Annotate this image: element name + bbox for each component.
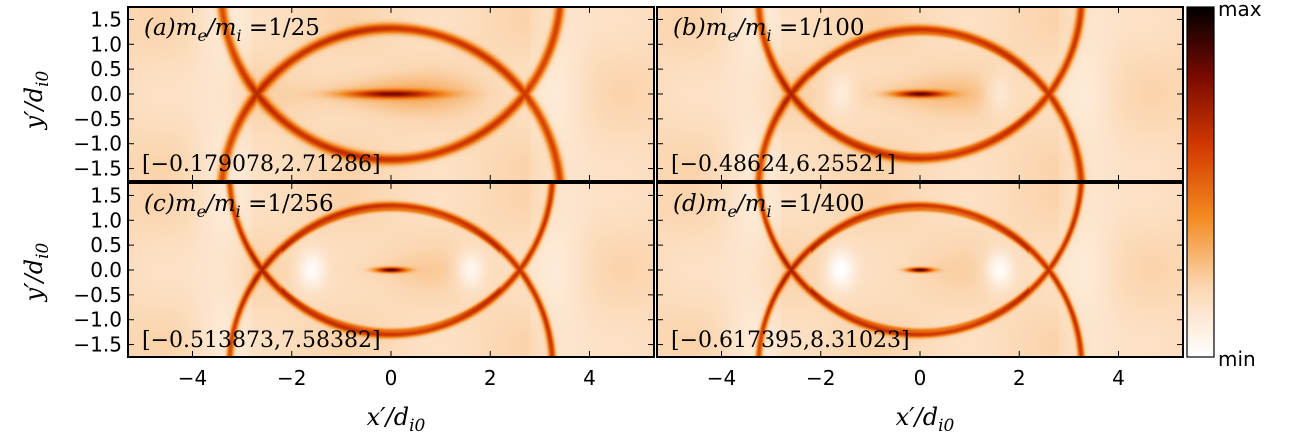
colorbar-min-label: min bbox=[1218, 347, 1256, 371]
y-axis-label-top: y′/di0 bbox=[20, 70, 53, 130]
y-tick-label: −0.5 bbox=[73, 283, 122, 307]
x-tick-label: −4 bbox=[178, 366, 207, 390]
x-axis-label-left: x′/di0 bbox=[367, 403, 426, 436]
range-label: [−0.617395,8.31023] bbox=[671, 328, 910, 353]
panel-a: 1.51.00.50.0−0.5−1.0−1.5 (a)me/mi =1/25 [−… bbox=[73, 6, 655, 182]
range-label: [−0.48624,6.25521] bbox=[671, 152, 896, 177]
panel-c: −4 −2 0 2 4 1.51.00.50.0−0.5−1.0−1.5 (c)me/mi … bbox=[73, 182, 655, 390]
y-axis-label-bottom: y′/di0 bbox=[20, 242, 53, 302]
range-label: [−0.179078,2.71286] bbox=[142, 152, 381, 177]
panel-label: (c)me/mi =1/256 bbox=[144, 191, 334, 221]
x-axis-label-right: x′/di0 bbox=[896, 403, 955, 436]
colorbar-gradient bbox=[1186, 6, 1215, 358]
x-tick-label: 0 bbox=[914, 366, 927, 390]
panel-b: (b)me/mi =1/100 [−0.48624,6.25521] bbox=[656, 6, 1184, 182]
panel-label: (b)me/mi =1/100 bbox=[673, 15, 865, 45]
panel-label: (d)me/mi =1/400 bbox=[673, 191, 865, 221]
y-tick-label: 1.5 bbox=[90, 7, 122, 31]
x-tick-label: −2 bbox=[806, 366, 835, 390]
y-tick-label: −0.5 bbox=[73, 107, 122, 131]
heatmap-image bbox=[657, 183, 1183, 357]
heatmap-image bbox=[128, 183, 654, 357]
x-tick-label: 0 bbox=[385, 366, 398, 390]
y-tick-label: 1.5 bbox=[90, 183, 122, 207]
y-tick-label: 0.0 bbox=[90, 82, 122, 106]
panel-label: (a)me/mi =1/25 bbox=[144, 15, 320, 45]
y-tick-label: 1.0 bbox=[90, 32, 122, 56]
colorbar: max min bbox=[1186, 0, 1262, 371]
y-tick-label: −1.5 bbox=[73, 333, 122, 357]
panel-d: −4 −2 0 2 4 (d)me/mi =1/400 [−0.617395,8.31023… bbox=[656, 182, 1184, 390]
heatmap-image bbox=[128, 7, 654, 181]
x-tick-label: 4 bbox=[1112, 366, 1125, 390]
range-label: [−0.513873,7.58382] bbox=[142, 328, 381, 353]
heatmap-image bbox=[657, 7, 1183, 181]
x-tick-label: 2 bbox=[484, 366, 497, 390]
y-tick-label: −1.5 bbox=[73, 157, 122, 181]
x-tick-label: 2 bbox=[1013, 366, 1026, 390]
y-tick-label: 0.5 bbox=[90, 233, 122, 257]
x-tick-label: −2 bbox=[277, 366, 306, 390]
colorbar-max-label: max bbox=[1218, 0, 1262, 21]
y-tick-label: 0.0 bbox=[90, 258, 122, 282]
x-tick-label: 4 bbox=[583, 366, 596, 390]
y-tick-label: −1.0 bbox=[73, 132, 122, 156]
y-tick-label: 1.0 bbox=[90, 208, 122, 232]
y-tick-label: 0.5 bbox=[90, 57, 122, 81]
x-tick-label: −4 bbox=[707, 366, 736, 390]
y-tick-label: −1.0 bbox=[73, 308, 122, 332]
